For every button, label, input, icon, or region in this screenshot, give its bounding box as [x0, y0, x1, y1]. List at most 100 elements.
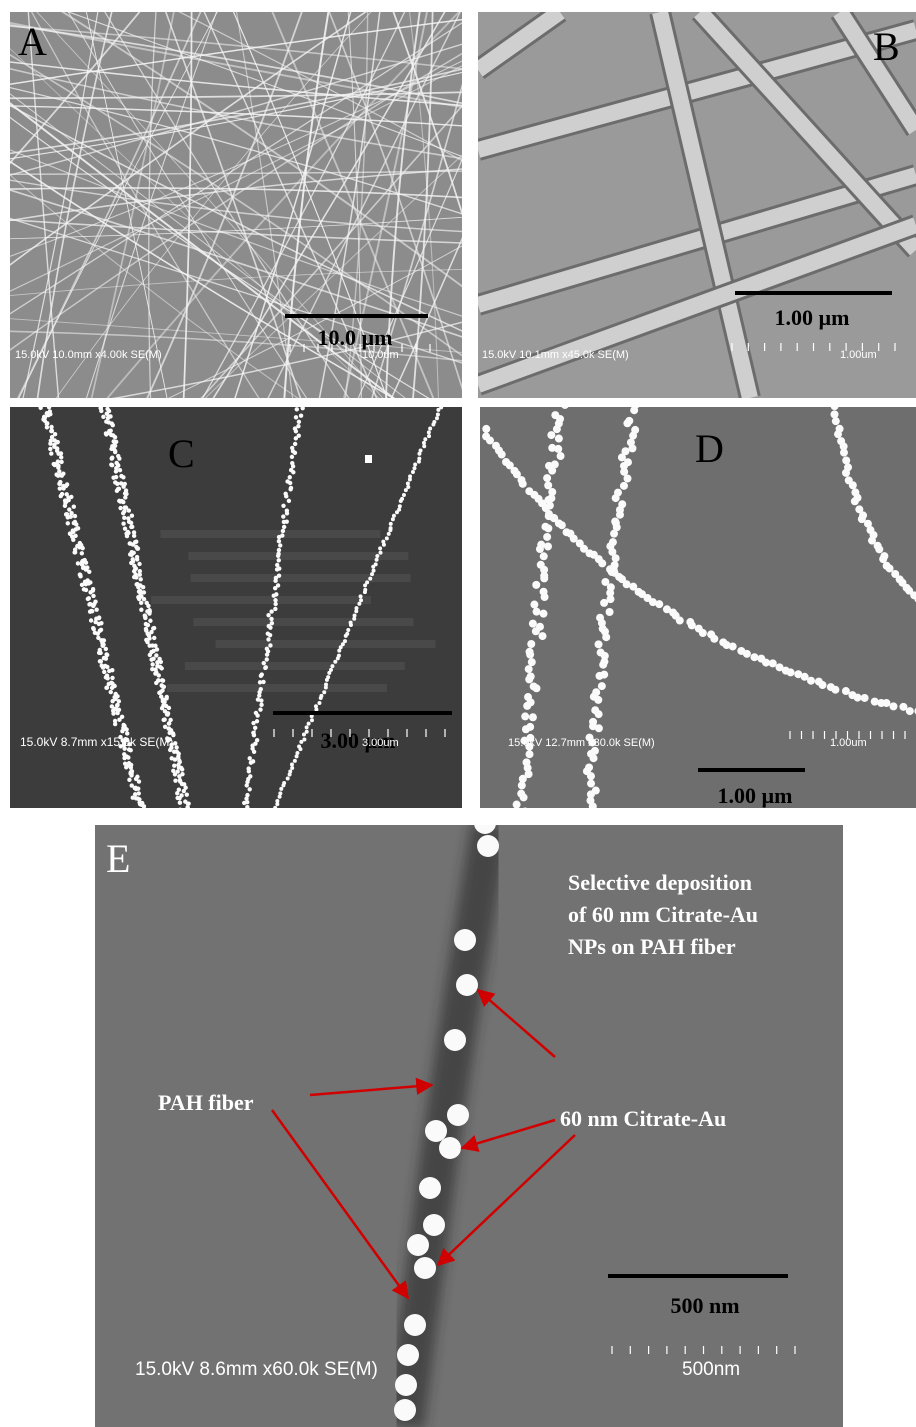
nanoparticle [295, 407, 299, 411]
nanoparticle [404, 1314, 426, 1336]
nanoparticle [88, 590, 92, 594]
nanoparticle [346, 628, 350, 632]
nanoparticle [295, 754, 299, 758]
nanoparticle [122, 516, 126, 520]
nanoparticle [247, 769, 251, 773]
nanoparticle [92, 627, 96, 631]
nanoparticle [259, 698, 263, 702]
nanoparticle [273, 607, 277, 611]
nanoparticle [419, 1177, 441, 1199]
nanoparticle [589, 802, 597, 810]
sem-info: 15.0kV 8.7mm x15.0k SE(M) [20, 735, 173, 749]
nanoparticle [63, 504, 67, 508]
nanoparticle [98, 651, 102, 655]
nanoparticle [540, 552, 548, 560]
nanoparticle [147, 636, 151, 640]
nanoparticle [266, 613, 270, 617]
nanoparticle [258, 680, 262, 684]
nanoparticle [273, 602, 277, 606]
nanoparticle [182, 789, 186, 793]
nanoparticle [137, 779, 141, 783]
nanoparticle [104, 647, 108, 651]
nanoparticle [305, 725, 309, 729]
nanoparticle [60, 492, 64, 496]
nanoparticle [242, 801, 246, 805]
nanoparticle [616, 511, 624, 519]
nanoparticle [180, 767, 184, 771]
nanoparticle [135, 557, 139, 561]
scale-bar-label: 1.00 µm [717, 783, 792, 808]
nanoparticle [72, 505, 76, 509]
nanoparticle [151, 657, 155, 661]
nanoparticle [532, 684, 540, 692]
nanoparticle [148, 653, 152, 657]
nanoparticle [293, 442, 297, 446]
nanoparticle [101, 665, 105, 669]
nanoparticle [173, 757, 177, 761]
nanoparticle [281, 783, 285, 787]
nanoparticle [277, 535, 281, 539]
nanoparticle [151, 649, 155, 653]
nanoparticle [167, 706, 171, 710]
nanoparticle [59, 451, 63, 455]
nanoparticle [352, 617, 356, 621]
nanoparticle [268, 625, 272, 629]
nanoparticle [394, 1399, 416, 1421]
nanoparticle [269, 609, 273, 613]
nanoparticle [105, 673, 109, 677]
nanoparticle [310, 718, 314, 722]
nanoparticle [519, 480, 527, 488]
nanoparticle [540, 610, 548, 618]
nanoparticle [547, 431, 555, 439]
nanoparticle [139, 577, 143, 581]
nanoparticle [536, 545, 544, 553]
nanoparticle [561, 401, 569, 409]
nanoparticle [290, 766, 294, 770]
nanoparticle [277, 539, 281, 543]
nanoparticle [251, 721, 255, 725]
nanoparticle [392, 514, 396, 518]
nanoparticle [454, 929, 476, 951]
nanoparticle [128, 541, 132, 545]
nanoparticle [413, 463, 417, 467]
nanoparticle [52, 462, 56, 466]
nanoparticle [61, 486, 65, 490]
nanoparticle [595, 724, 603, 732]
nanoparticle [118, 468, 122, 472]
nanoparticle [185, 806, 189, 810]
nanoparticle [166, 726, 170, 730]
nanoparticle [161, 678, 165, 682]
nanoparticle [134, 796, 138, 800]
nanoparticle [127, 778, 131, 782]
nanoparticle [76, 561, 80, 565]
nanoparticle [42, 403, 46, 407]
nanoparticle [269, 617, 273, 621]
nanoparticle [50, 429, 54, 433]
nanoparticle [528, 658, 536, 666]
scale-bar-label: 10.0 µm [317, 325, 392, 350]
nanoparticle [587, 772, 595, 780]
nanoparticle [423, 1214, 445, 1236]
nanoparticle [425, 1120, 447, 1142]
nanoparticle [676, 617, 684, 625]
nanoparticle [285, 511, 289, 515]
nanoparticle [629, 432, 637, 440]
nanoparticle [594, 696, 602, 704]
nanoparticle [769, 659, 777, 667]
nanoparticle [436, 408, 440, 412]
nanoparticle [598, 559, 606, 567]
nanoparticle [282, 525, 286, 529]
nanoparticle [80, 551, 84, 555]
nanoparticle [70, 535, 74, 539]
nanoparticle [314, 708, 318, 712]
nanoparticle [132, 569, 136, 573]
nanoparticle [109, 690, 113, 694]
nanoparticle [370, 572, 374, 576]
nanoparticle [532, 627, 540, 635]
nanoparticle [710, 635, 718, 643]
texture [216, 640, 436, 648]
nanoparticle [587, 780, 595, 788]
nanoparticle [48, 441, 52, 445]
nanoparticle [277, 548, 281, 552]
nanoparticle [284, 494, 288, 498]
